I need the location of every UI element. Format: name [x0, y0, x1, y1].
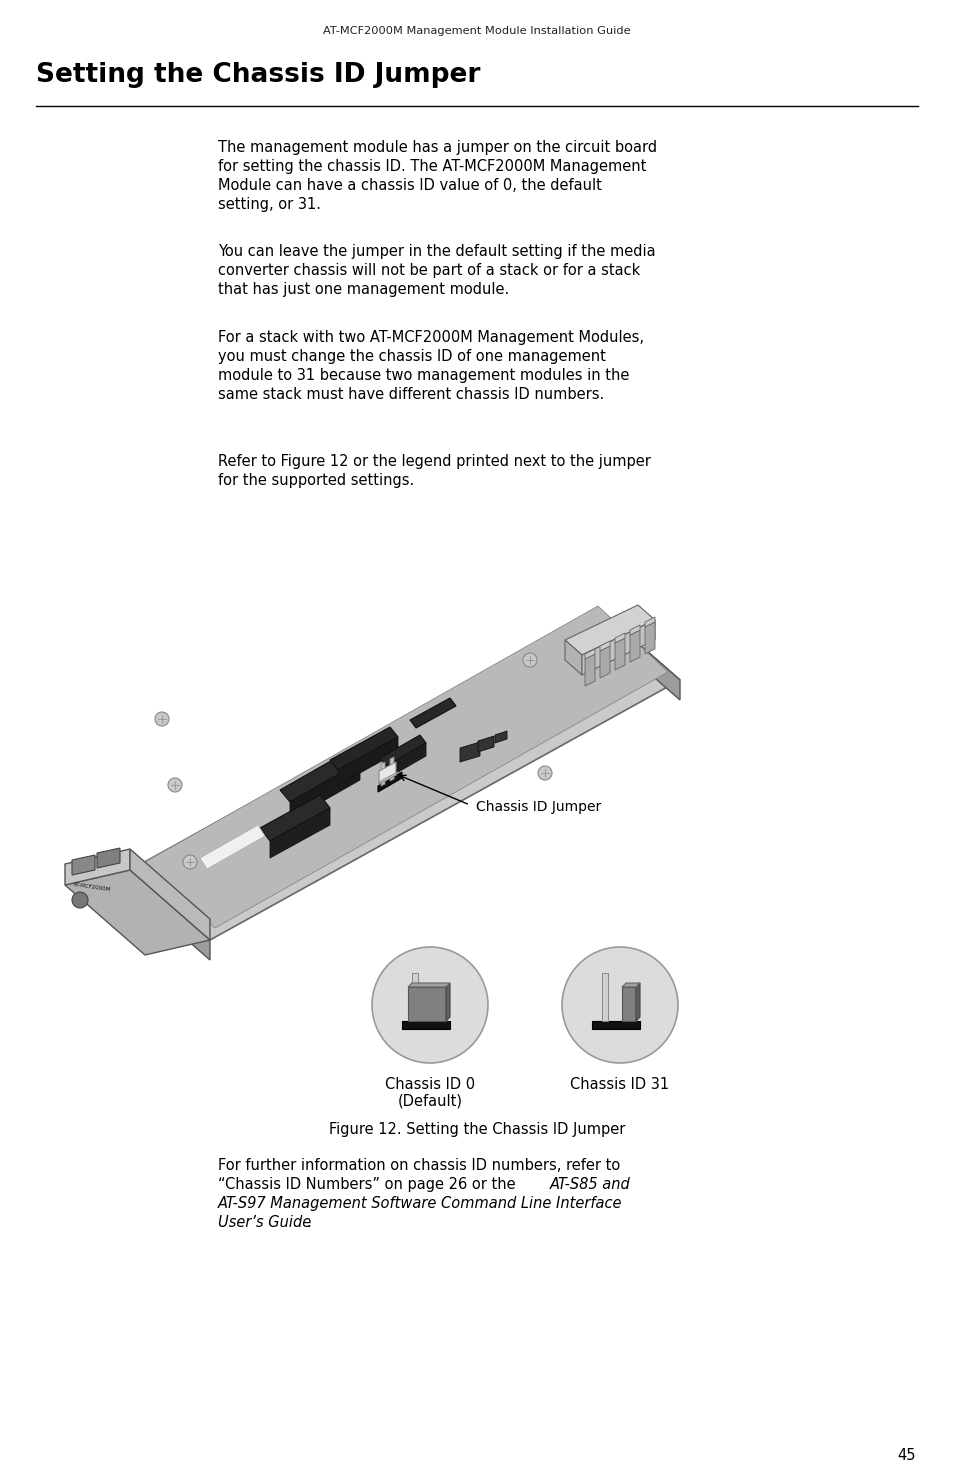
- Polygon shape: [377, 771, 401, 792]
- Polygon shape: [200, 825, 265, 869]
- Polygon shape: [644, 622, 655, 653]
- Text: for setting the chassis ID. The AT-MCF2000M Management: for setting the chassis ID. The AT-MCF20…: [218, 159, 646, 174]
- Polygon shape: [495, 732, 506, 743]
- Polygon shape: [599, 642, 609, 650]
- Polygon shape: [625, 996, 631, 1021]
- Text: (Default): (Default): [397, 1093, 462, 1108]
- Polygon shape: [130, 850, 210, 940]
- Polygon shape: [446, 982, 450, 1021]
- Text: module to 31 because two management modules in the: module to 31 because two management modu…: [218, 367, 629, 384]
- Polygon shape: [260, 795, 330, 841]
- Polygon shape: [97, 848, 120, 867]
- Polygon shape: [599, 646, 609, 678]
- Text: Module can have a chassis ID value of 0, the default: Module can have a chassis ID value of 0,…: [218, 178, 601, 193]
- Text: Refer to Figure 12 or the legend printed next to the jumper: Refer to Figure 12 or the legend printed…: [218, 454, 650, 469]
- Polygon shape: [564, 605, 655, 655]
- Text: AT-MCF2000M Management Module Installation Guide: AT-MCF2000M Management Module Installati…: [323, 27, 630, 35]
- Circle shape: [154, 712, 169, 726]
- Polygon shape: [412, 974, 417, 1021]
- Circle shape: [537, 766, 552, 780]
- Circle shape: [561, 947, 678, 1063]
- Text: User’s Guide: User’s Guide: [218, 1215, 311, 1230]
- Polygon shape: [379, 735, 426, 766]
- Text: AT-S97 Management Software Command Line Interface: AT-S97 Management Software Command Line …: [218, 1196, 622, 1211]
- Polygon shape: [592, 1021, 639, 1030]
- Text: you must change the chassis ID of one management: you must change the chassis ID of one ma…: [218, 350, 605, 364]
- Circle shape: [372, 947, 488, 1063]
- Text: “Chassis ID Numbers” on page 26 or the: “Chassis ID Numbers” on page 26 or the: [218, 1177, 519, 1192]
- Polygon shape: [390, 757, 394, 780]
- Polygon shape: [65, 870, 210, 954]
- Polygon shape: [436, 996, 441, 1021]
- Polygon shape: [601, 974, 607, 1021]
- Text: You can leave the jumper in the default setting if the media: You can leave the jumper in the default …: [218, 243, 655, 260]
- Polygon shape: [584, 653, 595, 686]
- Text: converter chassis will not be part of a stack or for a stack: converter chassis will not be part of a …: [218, 263, 639, 277]
- Polygon shape: [477, 736, 494, 752]
- Text: For a stack with two AT-MCF2000M Management Modules,: For a stack with two AT-MCF2000M Managem…: [218, 330, 643, 345]
- Polygon shape: [330, 727, 397, 770]
- Polygon shape: [71, 855, 95, 875]
- Polygon shape: [599, 611, 679, 701]
- Circle shape: [522, 653, 537, 667]
- Text: same stack must have different chassis ID numbers.: same stack must have different chassis I…: [218, 386, 603, 403]
- Text: for the supported settings.: for the supported settings.: [218, 473, 414, 488]
- Polygon shape: [380, 763, 385, 786]
- Text: Chassis ID 31: Chassis ID 31: [570, 1077, 669, 1092]
- Polygon shape: [408, 987, 446, 1021]
- Text: For further information on chassis ID numbers, refer to: For further information on chassis ID nu…: [218, 1158, 619, 1173]
- Polygon shape: [615, 633, 624, 643]
- Polygon shape: [290, 763, 359, 820]
- Polygon shape: [130, 611, 679, 940]
- Polygon shape: [145, 606, 667, 928]
- Polygon shape: [629, 625, 639, 636]
- Text: setting, or 31.: setting, or 31.: [218, 198, 320, 212]
- Text: AT-S85 and: AT-S85 and: [550, 1177, 630, 1192]
- Polygon shape: [130, 870, 210, 960]
- Polygon shape: [408, 982, 450, 987]
- Text: AT-MCF2000M: AT-MCF2000M: [73, 882, 112, 892]
- Polygon shape: [621, 982, 639, 987]
- Text: Figure 12. Setting the Chassis ID Jumper: Figure 12. Setting the Chassis ID Jumper: [329, 1122, 624, 1137]
- Polygon shape: [378, 763, 395, 785]
- Circle shape: [183, 855, 196, 869]
- Polygon shape: [401, 1021, 450, 1030]
- Circle shape: [71, 892, 88, 909]
- Polygon shape: [410, 698, 456, 729]
- Polygon shape: [564, 640, 581, 676]
- Text: Chassis ID 0: Chassis ID 0: [384, 1077, 475, 1092]
- Polygon shape: [629, 630, 639, 662]
- Text: that has just one management module.: that has just one management module.: [218, 282, 509, 296]
- Polygon shape: [280, 749, 359, 802]
- Circle shape: [168, 777, 182, 792]
- Polygon shape: [378, 771, 397, 785]
- Polygon shape: [386, 743, 426, 779]
- Polygon shape: [337, 738, 397, 785]
- Polygon shape: [581, 620, 655, 676]
- Polygon shape: [459, 742, 479, 763]
- Polygon shape: [621, 987, 636, 1021]
- Text: 45: 45: [897, 1448, 915, 1463]
- Text: .: .: [306, 1215, 311, 1230]
- Polygon shape: [584, 649, 595, 659]
- Text: Setting the Chassis ID Jumper: Setting the Chassis ID Jumper: [36, 62, 480, 88]
- Polygon shape: [270, 808, 330, 858]
- Polygon shape: [615, 639, 624, 670]
- Text: Chassis ID Jumper: Chassis ID Jumper: [476, 799, 600, 814]
- Text: The management module has a jumper on the circuit board: The management module has a jumper on th…: [218, 140, 657, 155]
- Polygon shape: [644, 617, 655, 627]
- Polygon shape: [65, 850, 130, 885]
- Polygon shape: [636, 982, 639, 1021]
